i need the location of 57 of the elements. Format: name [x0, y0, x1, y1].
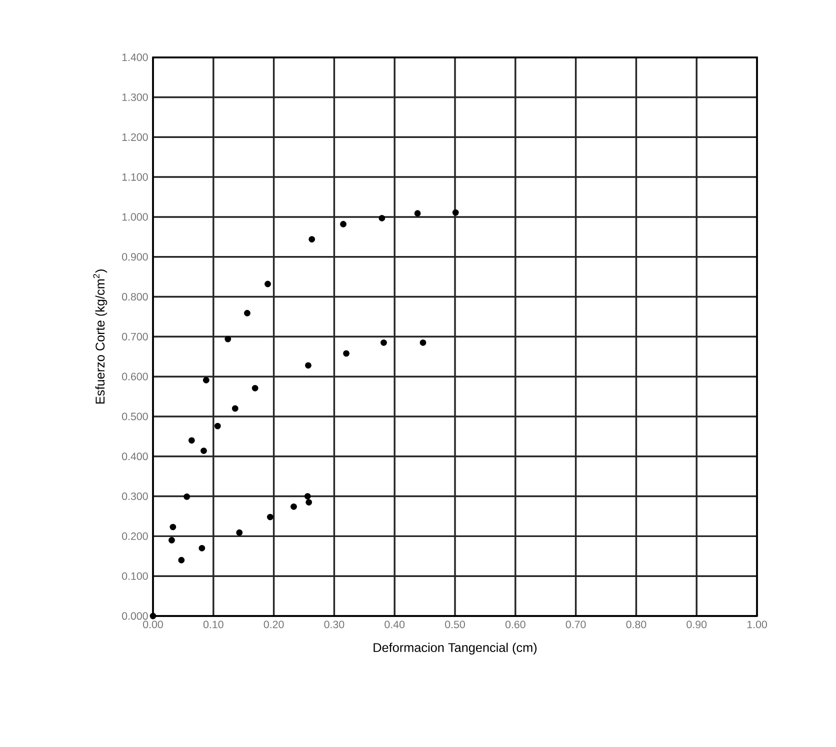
point [252, 384, 258, 392]
point [264, 280, 271, 288]
point [150, 612, 156, 620]
y-tick-label: 1.300 [122, 93, 148, 102]
point [266, 514, 274, 520]
y-tick-label: 0.600 [122, 372, 148, 380]
y-tick-label: 0.700 [122, 332, 148, 340]
x-tick-label: 0.80 [626, 620, 646, 628]
point [184, 493, 190, 500]
y-tick-label: 0.500 [122, 412, 148, 420]
point [290, 503, 297, 510]
point [304, 493, 311, 500]
y-tick-label: 1.100 [122, 173, 148, 181]
x-tick-label: 0.60 [505, 620, 526, 628]
point [200, 448, 207, 454]
y-tick-label: 0.800 [122, 292, 148, 301]
y-tick-label: 1.200 [122, 133, 148, 141]
x-tick-label: 0.40 [384, 620, 405, 628]
point [236, 529, 243, 536]
x-tick-label: 0.90 [686, 620, 707, 628]
point [188, 437, 195, 444]
y-tick-label: 0.100 [122, 572, 148, 580]
point [343, 350, 350, 357]
point [420, 339, 426, 346]
x-tick-label: 1.00 [747, 620, 767, 628]
point [452, 209, 459, 216]
x-tick-label: 0.50 [445, 620, 465, 628]
y-tick-label: 0.400 [122, 452, 148, 460]
point [308, 236, 316, 242]
point [170, 524, 176, 530]
point [168, 536, 175, 544]
x-axis-title: Deformacion Tangencial (cm) [374, 642, 537, 655]
point [306, 499, 312, 506]
point [224, 336, 232, 342]
point [244, 310, 250, 316]
y-tick-label: 1.000 [122, 213, 148, 221]
point [178, 556, 185, 564]
x-tick-label: 0.10 [203, 620, 224, 628]
x-tick-label: 0.20 [264, 620, 284, 628]
y-tick-label: 0.000 [122, 612, 148, 620]
x-tick-label: 0.70 [566, 620, 586, 628]
point [414, 210, 421, 217]
x-tick-label: 0.00 [143, 620, 163, 628]
point [378, 214, 386, 222]
y-tick-label: 0.200 [122, 532, 148, 540]
point [214, 422, 221, 430]
point [305, 362, 312, 369]
y-axis-title: Esfuerzo Corte (kg/cm$^{2}$) [93, 270, 108, 404]
x-tick-label: 0.30 [324, 620, 344, 628]
y-tick-label: 1.400 [122, 54, 148, 62]
y-tick-label: 0.300 [122, 492, 148, 500]
point [340, 220, 346, 228]
point [202, 376, 210, 384]
y-tick-label: 0.900 [122, 253, 148, 261]
point [232, 405, 238, 412]
point [380, 339, 387, 346]
point [198, 544, 206, 552]
